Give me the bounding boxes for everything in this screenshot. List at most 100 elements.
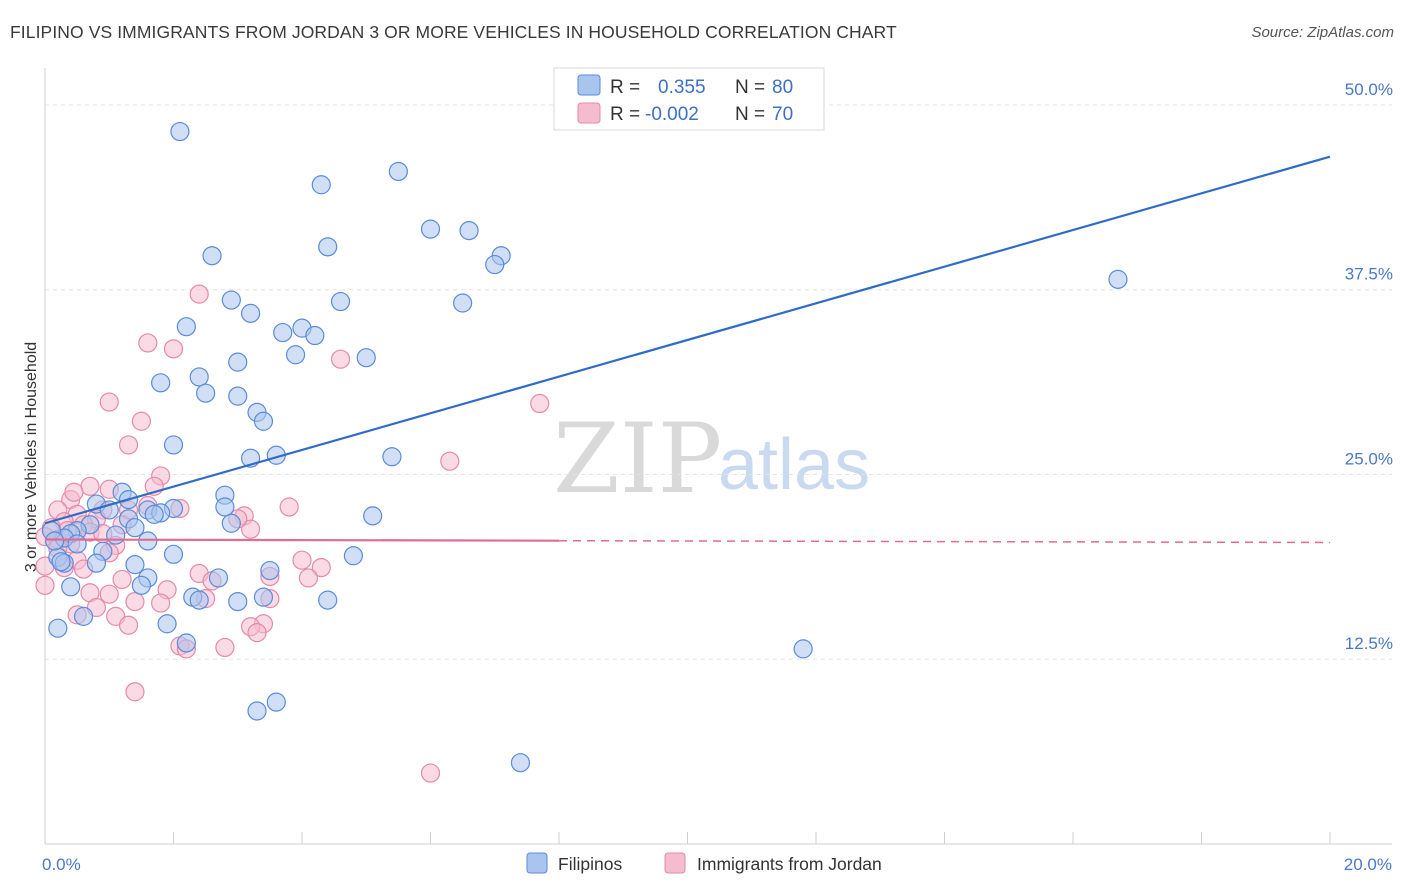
filipinos-point-5	[318, 237, 338, 257]
y-tick-label-1: 25.0%	[1345, 449, 1393, 468]
x-tick-marks	[44, 832, 1331, 844]
filipinos-point-73	[266, 692, 286, 712]
filipinos-point-4	[459, 220, 479, 241]
jordan-point-8	[440, 451, 460, 471]
filipinos-point-39	[215, 497, 235, 517]
legend-r-label-blue: R =	[610, 77, 640, 98]
jordan-point-61	[215, 637, 235, 658]
trend-line-filipinos	[44, 155, 1331, 525]
watermark-atlas: atlas	[718, 425, 870, 505]
jordan-point-6	[131, 411, 151, 431]
filipinos-point-78	[51, 552, 71, 572]
jordan-point-63	[420, 763, 441, 783]
watermark-zip: ZIP	[553, 403, 722, 515]
filipinos-point-67	[318, 590, 338, 610]
filipinos-point-65	[228, 591, 248, 612]
filipinos-point-2	[311, 175, 331, 195]
filipinos-point-72	[793, 639, 813, 659]
filipinos-point-64	[189, 590, 209, 610]
jordan-point-46	[99, 584, 119, 604]
legend-r-label-pink: R =	[610, 104, 640, 125]
filipinos-point-56	[163, 544, 184, 564]
filipinos-point-66	[253, 587, 274, 607]
filipinos-point-60	[208, 568, 229, 588]
bottom-legend-label-jordan: Immigrants from Jordan	[697, 854, 882, 874]
filipinos-point-8	[202, 246, 222, 266]
filipinos-point-48	[138, 531, 158, 551]
filipinos-point-11	[453, 293, 473, 313]
filipinos-point-0	[170, 121, 190, 142]
jordan-point-26	[241, 519, 261, 539]
y-tick-label-0: 12.5%	[1345, 634, 1393, 653]
bottom-legend-swatch-filipinos	[526, 852, 548, 874]
filipinos-point-22	[151, 373, 171, 393]
filipinos-point-79	[144, 504, 164, 524]
trend-line-jordan-dashed	[558, 539, 1331, 544]
filipinos-point-26	[253, 411, 274, 431]
jordan-point-50	[151, 593, 171, 613]
series-legend: Filipinos Immigrants from Jordan	[526, 852, 882, 874]
filipinos-point-50	[221, 513, 241, 533]
filipinos-point-3	[420, 219, 441, 239]
filipinos-point-68	[73, 606, 94, 626]
filipinos-point-12	[221, 290, 241, 310]
filipinos-point-40	[363, 506, 383, 526]
filipinos-point-77	[45, 531, 65, 551]
chart-title: FILIPINO VS IMMIGRANTS FROM JORDAN 3 OR …	[10, 22, 897, 42]
bottom-legend-swatch-jordan	[664, 852, 686, 874]
jordan-point-49	[125, 591, 145, 612]
jordan-point-11	[80, 476, 100, 496]
jordan-point-14	[279, 497, 299, 517]
filipinos-point-13	[241, 303, 261, 323]
filipinos-point-21	[189, 367, 209, 387]
filipinos-point-57	[343, 546, 363, 566]
y-tick-label-3: 50.0%	[1345, 80, 1393, 99]
series-filipinos-points	[41, 121, 1128, 773]
filipinos-point-16	[273, 322, 293, 343]
legend-r-value-pink: -0.002	[645, 104, 699, 125]
filipinos-point-61	[131, 575, 151, 595]
jordan-point-42	[112, 569, 132, 590]
filipinos-point-1	[388, 161, 408, 182]
y-axis-label: 3 or more Vehicles in Household	[23, 342, 40, 572]
legend-n-label-pink: N =	[735, 104, 765, 125]
filipinos-point-23	[196, 383, 216, 403]
legend-swatch-blue	[577, 74, 601, 96]
legend-n-label-blue: N =	[735, 77, 765, 98]
jordan-point-69	[298, 568, 319, 588]
jordan-point-4	[99, 392, 119, 412]
jordan-point-57	[247, 623, 267, 643]
filipinos-point-14	[176, 317, 196, 337]
jordan-point-35	[292, 550, 312, 570]
jordan-point-0	[189, 284, 209, 304]
legend-swatch-pink	[577, 102, 601, 124]
filipinos-point-69	[157, 614, 177, 634]
filipinos-point-74	[247, 701, 267, 721]
jordan-point-68	[64, 482, 84, 502]
x-tick-label-max: 20.0%	[1344, 855, 1392, 874]
filipinos-point-49	[67, 534, 87, 554]
filipinos-point-10	[330, 291, 351, 312]
trend-lines	[44, 155, 1331, 544]
y-tick-label-2: 37.5%	[1345, 265, 1393, 284]
filipinos-point-28	[382, 447, 402, 467]
correlation-legend: R = 0.355 N = 80 R = -0.002 N = 70	[553, 67, 825, 131]
filipinos-point-43	[125, 518, 145, 538]
filipinos-point-20	[228, 352, 248, 372]
jordan-point-44	[35, 575, 55, 595]
y-tick-labels: 12.5% 25.0% 37.5% 50.0%	[1345, 80, 1393, 653]
trend-line-jordan-solid	[44, 538, 560, 542]
filipinos-point-9	[1108, 269, 1128, 289]
filipinos-point-55	[125, 555, 145, 575]
jordan-point-1	[138, 333, 158, 353]
filipinos-point-75	[510, 753, 531, 773]
legend-r-value-blue: 0.355	[658, 77, 706, 98]
filipinos-point-24	[228, 386, 248, 406]
filipinos-point-46	[106, 525, 126, 545]
jordan-point-7	[118, 435, 139, 455]
filipinos-point-19	[356, 348, 376, 368]
jordan-point-2	[163, 339, 184, 359]
grid-lines	[45, 104, 1392, 660]
jordan-point-62	[125, 682, 145, 702]
